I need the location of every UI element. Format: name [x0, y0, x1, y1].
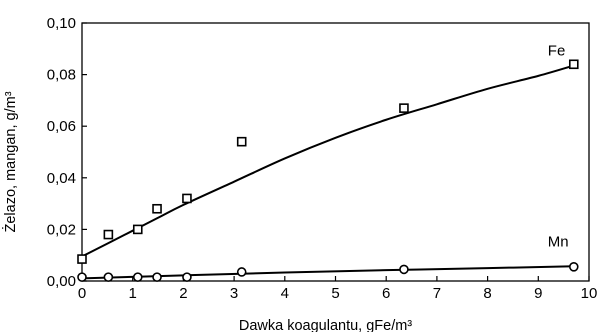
y-tick-label: 0,02	[47, 221, 76, 238]
x-tick-label: 6	[382, 285, 390, 302]
mn-point	[152, 272, 162, 282]
fe-point	[132, 224, 143, 235]
y-axis-title: Żelazo, mangan, g/m³	[1, 91, 19, 232]
fe-point	[236, 136, 247, 147]
mn-point	[103, 272, 114, 282]
mn-fit-curve	[81, 265, 574, 280]
x-axis: 0 1 2 3 4 5 6 7 8 9 10	[78, 276, 598, 302]
fe-point	[182, 193, 192, 204]
mn-point	[182, 272, 192, 282]
mn-point	[236, 267, 247, 277]
fit-curves	[81, 64, 575, 280]
x-tick-label: 7	[433, 285, 441, 302]
mn-point	[568, 262, 579, 272]
x-tick-label: 1	[129, 285, 137, 302]
x-tick-label: 3	[230, 285, 238, 302]
fe-fit-curve	[81, 64, 575, 258]
x-tick-label: 10	[581, 285, 598, 302]
y-tick-label: 0,04	[47, 170, 76, 187]
series-labels: Fe Mn	[548, 43, 569, 251]
fe-series-label: Fe	[548, 43, 566, 60]
y-tick-label: 0,10	[47, 15, 76, 32]
fe-point	[103, 229, 114, 240]
mn-point	[399, 264, 409, 275]
x-tick-label: 2	[179, 285, 187, 302]
fe-point	[77, 254, 87, 264]
x-tick-label: 5	[331, 285, 339, 302]
fe-point	[152, 203, 162, 214]
y-tick-label: 0,00	[47, 273, 76, 290]
y-tick-label: 0,06	[47, 118, 76, 135]
y-tick-label: 0,08	[47, 67, 76, 84]
x-tick-label: 4	[281, 285, 289, 302]
mn-point	[132, 272, 143, 282]
x-tick-label: 8	[483, 285, 491, 302]
x-tick-label: 9	[534, 285, 542, 302]
x-axis-title: Dawka koagulantu, gFe/m³	[239, 318, 412, 332]
data-markers	[77, 59, 579, 282]
y-axis: 0,00 0,02 0,04 0,06 0,08 0,10	[47, 15, 87, 290]
fe-point	[568, 59, 579, 70]
mn-point	[77, 272, 87, 282]
plot-area	[81, 22, 590, 282]
fe-point	[399, 103, 409, 113]
mn-series-label: Mn	[548, 233, 569, 250]
x-tick-label: 0	[78, 285, 86, 302]
plot-frame	[81, 22, 590, 282]
